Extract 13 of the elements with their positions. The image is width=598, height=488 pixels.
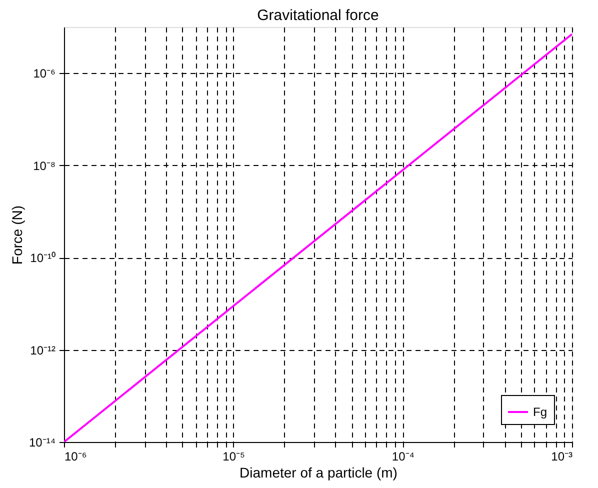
y-axis-title: Force (N) bbox=[9, 205, 25, 265]
x-tick-label: 10⁻⁵ bbox=[222, 450, 246, 464]
y-tick-label: 10⁻¹⁰ bbox=[30, 251, 56, 266]
chart-title: Gravitational force bbox=[257, 7, 379, 24]
y-tick-label: 10⁻¹² bbox=[30, 343, 56, 358]
y-tick-label: 10⁻¹⁴ bbox=[29, 436, 56, 450]
y-tick-label: 10⁻⁸ bbox=[33, 158, 56, 173]
legend-label: Fg bbox=[533, 405, 548, 419]
x-tick-label: 10⁻⁶ bbox=[64, 450, 87, 464]
x-tick-label: 10⁻⁴ bbox=[392, 450, 414, 464]
x-tick-label: 10⁻³ bbox=[551, 450, 573, 464]
x-axis-title: Diameter of a particle (m) bbox=[240, 464, 398, 480]
y-tick-label: 10⁻⁶ bbox=[33, 66, 56, 81]
